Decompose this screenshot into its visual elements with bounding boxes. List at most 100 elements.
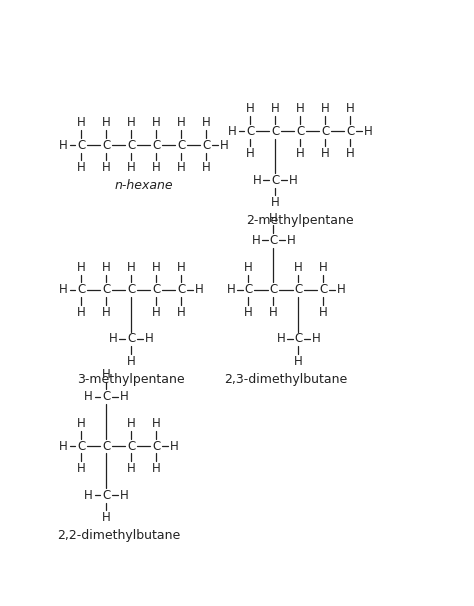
Text: C: C (319, 283, 328, 296)
Text: C: C (102, 283, 110, 296)
Text: H: H (202, 161, 210, 174)
Text: H: H (177, 161, 186, 174)
Text: H: H (346, 102, 355, 115)
Text: H: H (127, 355, 136, 368)
Text: C: C (202, 139, 210, 152)
Text: C: C (269, 283, 278, 296)
Text: H: H (102, 161, 110, 174)
Text: C: C (294, 333, 302, 345)
Text: H: H (289, 174, 297, 187)
Text: 2,3-dimethylbutane: 2,3-dimethylbutane (224, 373, 347, 386)
Text: H: H (321, 102, 329, 115)
Text: H: H (119, 489, 128, 502)
Text: H: H (311, 333, 320, 345)
Text: C: C (244, 283, 253, 296)
Text: H: H (269, 211, 278, 225)
Text: C: C (127, 139, 136, 152)
Text: H: H (152, 161, 161, 174)
Text: C: C (246, 125, 255, 138)
Text: H: H (127, 462, 136, 475)
Text: H: H (364, 125, 372, 138)
Text: C: C (77, 439, 85, 453)
Text: H: H (246, 147, 255, 160)
Text: H: H (296, 102, 305, 115)
Text: H: H (319, 305, 328, 319)
Text: H: H (152, 116, 161, 129)
Text: H: H (246, 102, 255, 115)
Text: H: H (152, 261, 161, 274)
Text: C: C (102, 489, 110, 502)
Text: C: C (152, 139, 160, 152)
Text: H: H (202, 116, 210, 129)
Text: H: H (269, 305, 278, 319)
Text: H: H (319, 261, 328, 274)
Text: H: H (77, 305, 86, 319)
Text: H: H (59, 439, 68, 453)
Text: H: H (177, 305, 186, 319)
Text: H: H (227, 283, 235, 296)
Text: C: C (102, 439, 110, 453)
Text: 2,2-dimethylbutane: 2,2-dimethylbutane (57, 530, 181, 542)
Text: H: H (127, 261, 136, 274)
Text: C: C (177, 139, 185, 152)
Text: C: C (271, 125, 279, 138)
Text: H: H (177, 261, 186, 274)
Text: H: H (102, 305, 110, 319)
Text: H: H (127, 161, 136, 174)
Text: H: H (271, 102, 280, 115)
Text: H: H (228, 125, 237, 138)
Text: 2-methylpentane: 2-methylpentane (246, 215, 354, 227)
Text: H: H (127, 116, 136, 129)
Text: C: C (102, 139, 110, 152)
Text: H: H (77, 417, 86, 430)
Text: H: H (145, 333, 153, 345)
Text: C: C (346, 125, 355, 138)
Text: H: H (102, 511, 110, 524)
Text: H: H (219, 139, 228, 152)
Text: H: H (170, 439, 178, 453)
Text: H: H (194, 283, 203, 296)
Text: H: H (244, 305, 253, 319)
Text: H: H (244, 261, 253, 274)
Text: H: H (127, 417, 136, 430)
Text: H: H (59, 139, 68, 152)
Text: H: H (84, 489, 93, 502)
Text: 3-methylpentane: 3-methylpentane (77, 373, 185, 386)
Text: C: C (127, 283, 136, 296)
Text: H: H (294, 261, 303, 274)
Text: C: C (269, 234, 278, 247)
Text: H: H (77, 462, 86, 475)
Text: H: H (77, 116, 86, 129)
Text: n-hexane: n-hexane (114, 179, 173, 192)
Text: H: H (59, 283, 68, 296)
Text: H: H (276, 333, 285, 345)
Text: H: H (152, 305, 161, 319)
Text: C: C (102, 390, 110, 403)
Text: H: H (152, 462, 161, 475)
Text: C: C (321, 125, 329, 138)
Text: C: C (271, 174, 279, 187)
Text: H: H (271, 196, 280, 209)
Text: H: H (77, 261, 86, 274)
Text: H: H (321, 147, 329, 160)
Text: H: H (251, 234, 260, 247)
Text: C: C (296, 125, 304, 138)
Text: H: H (84, 390, 93, 403)
Text: H: H (109, 333, 118, 345)
Text: H: H (77, 161, 86, 174)
Text: H: H (253, 174, 262, 187)
Text: H: H (296, 147, 305, 160)
Text: H: H (102, 116, 110, 129)
Text: H: H (102, 368, 110, 381)
Text: C: C (127, 439, 136, 453)
Text: H: H (346, 147, 355, 160)
Text: C: C (152, 283, 160, 296)
Text: C: C (77, 283, 85, 296)
Text: H: H (177, 116, 186, 129)
Text: C: C (177, 283, 185, 296)
Text: H: H (102, 261, 110, 274)
Text: C: C (77, 139, 85, 152)
Text: H: H (337, 283, 346, 296)
Text: C: C (152, 439, 160, 453)
Text: C: C (294, 283, 302, 296)
